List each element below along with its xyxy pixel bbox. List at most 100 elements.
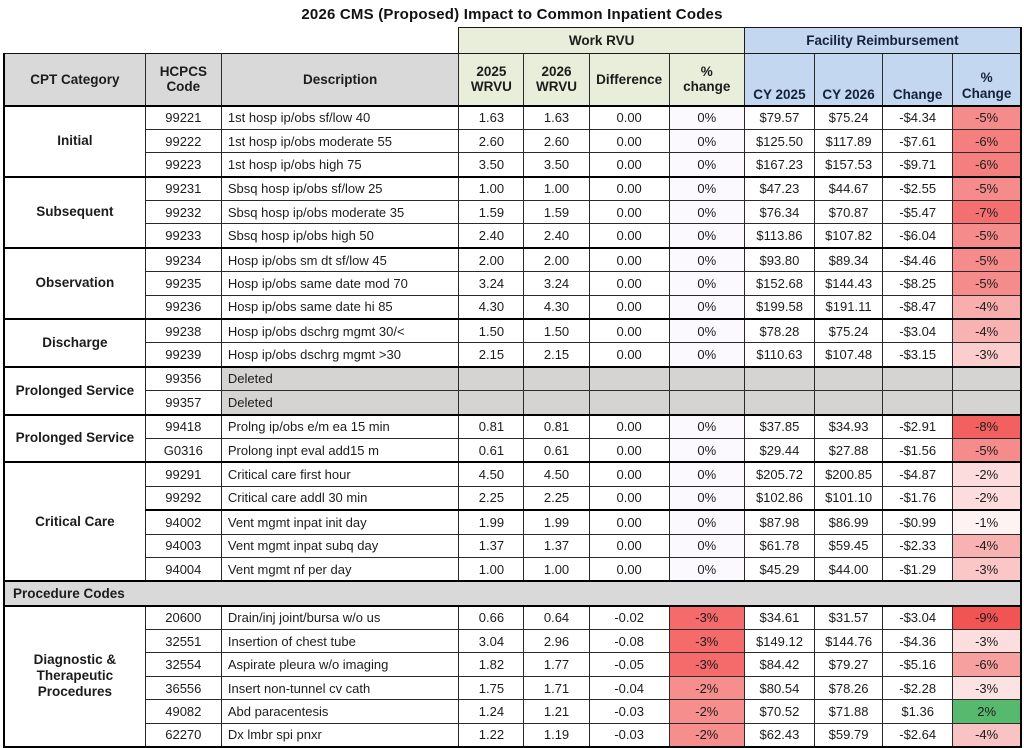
- table-row: 99233 Sbsq hosp ip/obs high 50 2.40 2.40 0.0…: [4, 223, 1023, 249]
- description-cell: Sbsq hosp ip/obs sf/low 25: [220, 175, 460, 202]
- cy2026-cell: $144.76: [813, 629, 884, 654]
- description-cell: Hosp ip/obs same date hi 85: [220, 294, 460, 320]
- empty-cell: [523, 365, 590, 392]
- hcpcs-code-cell: 49082: [144, 699, 222, 724]
- change-cell: -$5.16: [882, 652, 954, 677]
- wrvu-pct-change-cell: -3%: [668, 652, 745, 677]
- cy2025-cell: $113.86: [743, 223, 816, 249]
- description-cell: 1st hosp ip/obs high 75: [220, 152, 460, 178]
- difference-cell: 0.00: [588, 152, 670, 178]
- change-cell: -$0.99: [882, 509, 954, 535]
- facility-pct-change-cell: -9%: [952, 604, 1023, 631]
- description-cell: 1st hosp ip/obs sf/low 40: [220, 104, 460, 130]
- wrvu-2026-cell: 1.37: [523, 533, 590, 558]
- cy2025-cell: $37.85: [743, 413, 816, 439]
- wrvu-pct-change-cell: 0%: [668, 533, 745, 558]
- table-row: Observation 99234 Hosp ip/obs sm dt sf/low…: [2, 246, 1023, 320]
- description-cell: Vent mgmt inpat subq day: [220, 533, 460, 558]
- category-cell: Critical Care: [2, 461, 146, 582]
- wrvu-2025-cell: 1.00: [458, 175, 525, 202]
- difference-cell: 0.00: [588, 128, 670, 154]
- cy2026-cell: $75.24: [813, 104, 884, 130]
- difference-cell: 0.00: [588, 200, 670, 225]
- table-row: Subsequent 99231 Sbsq hosp ip/obs sf/low 2…: [2, 175, 1023, 249]
- cy2025-cell: $125.50: [743, 128, 816, 154]
- table-row: Discharge 99238 Hosp ip/obs dschrg mgmt 30…: [2, 318, 1023, 368]
- empty-cell: [458, 365, 525, 392]
- band-spacer: [4, 27, 459, 54]
- change-cell: -$3.15: [882, 342, 954, 368]
- facility-pct-change-cell: -2%: [952, 485, 1023, 511]
- cy2025-cell: $47.23: [743, 175, 816, 202]
- wrvu-2026-cell: 4.30: [523, 294, 590, 320]
- cy2025-cell: $110.63: [743, 342, 816, 368]
- wrvu-2025-cell: 2.00: [458, 246, 525, 273]
- wrvu-2025-cell: 1.59: [458, 200, 525, 225]
- description-cell: Prolng ip/obs e/m ea 15 min: [220, 413, 460, 439]
- category-cell: Subsequent: [2, 175, 146, 249]
- table-row: 99357 Deleted: [4, 390, 1023, 416]
- description-cell: Vent mgmt inpat init day: [220, 509, 460, 535]
- change-cell: -$5.47: [882, 200, 954, 225]
- wrvu-2025-cell: 1.22: [458, 722, 525, 748]
- difference-cell: -0.03: [588, 699, 670, 724]
- wrvu-2025-cell: 1.37: [458, 533, 525, 558]
- table-row: 99292 Critical care addl 30 min 2.25 2.25 0.…: [4, 485, 1023, 511]
- facility-pct-change-cell: -3%: [952, 629, 1023, 654]
- hcpcs-code-cell: 99234: [144, 246, 222, 273]
- cy2025-cell: $87.98: [743, 509, 816, 535]
- wrvu-2026-cell: 0.81: [523, 413, 590, 439]
- facility-pct-change-cell: -2%: [952, 461, 1023, 487]
- cy2026-cell: $79.27: [813, 652, 884, 677]
- col-header-wrvu-pct-change: % change: [668, 53, 745, 106]
- hcpcs-code-cell: 99356: [144, 365, 222, 392]
- wrvu-pct-change-cell: -2%: [668, 722, 745, 748]
- hcpcs-code-cell: 99233: [144, 223, 222, 249]
- wrvu-pct-change-cell: 0%: [668, 271, 745, 296]
- cy2026-cell: $191.11: [813, 294, 884, 320]
- cy2025-cell: $167.23: [743, 152, 816, 178]
- difference-cell: 0.00: [588, 104, 670, 130]
- facility-pct-change-cell: -3%: [952, 675, 1023, 701]
- cy2026-cell: $107.82: [813, 223, 884, 249]
- hcpcs-code-cell: 36556: [144, 675, 222, 701]
- empty-cell: [952, 390, 1023, 416]
- description-cell: Deleted: [220, 390, 460, 416]
- table-row: Diagnostic & Therapeutic Procedures 20600…: [2, 604, 1023, 748]
- difference-cell: -0.02: [588, 604, 670, 631]
- category-cell: Prolonged Service: [2, 365, 146, 416]
- wrvu-2025-cell: 3.50: [458, 152, 525, 178]
- description-cell: Insert non-tunnel cv cath: [220, 675, 460, 701]
- cy2026-cell: $31.57: [813, 604, 884, 631]
- hcpcs-code-cell: 99232: [144, 200, 222, 225]
- wrvu-pct-change-cell: 0%: [668, 246, 745, 273]
- change-cell: -$2.91: [882, 413, 954, 439]
- cy2025-cell: $76.34: [743, 200, 816, 225]
- table-row: Critical Care 99291 Critical care first ho…: [2, 461, 1023, 582]
- cy2025-cell: $29.44: [743, 437, 816, 463]
- wrvu-pct-change-cell: 0%: [668, 461, 745, 487]
- wrvu-pct-change-cell: -3%: [668, 604, 745, 631]
- wrvu-2025-cell: 0.61: [458, 437, 525, 463]
- hcpcs-code-cell: 99231: [144, 175, 222, 202]
- cy2026-cell: $89.34: [813, 246, 884, 273]
- table-row: 94002 Vent mgmt inpat init day 1.99 1.99 0.0…: [4, 509, 1023, 535]
- wrvu-2026-cell: 2.15: [523, 342, 590, 368]
- difference-cell: -0.08: [588, 629, 670, 654]
- hcpcs-code-cell: 99223: [144, 152, 222, 178]
- cy2025-cell: $205.72: [743, 461, 816, 487]
- wrvu-pct-change-cell: 0%: [668, 223, 745, 249]
- table-row: 94003 Vent mgmt inpat subq day 1.37 1.37 0.0…: [4, 533, 1023, 558]
- table-row: 49082 Abd paracentesis 1.24 1.21 -0.03 -2% $70…: [4, 699, 1023, 724]
- hcpcs-code-cell: 99239: [144, 342, 222, 368]
- hcpcs-code-cell: 99235: [144, 271, 222, 296]
- cy2026-cell: $71.88: [813, 699, 884, 724]
- facility-pct-change-cell: -4%: [952, 722, 1023, 748]
- wrvu-2025-cell: 1.75: [458, 675, 525, 701]
- empty-cell: [458, 390, 525, 416]
- change-cell: -$4.87: [882, 461, 954, 487]
- cy2026-cell: $70.87: [813, 200, 884, 225]
- wrvu-2026-cell: 0.61: [523, 437, 590, 463]
- category-cell: Discharge: [2, 318, 146, 368]
- difference-cell: 0.00: [588, 342, 670, 368]
